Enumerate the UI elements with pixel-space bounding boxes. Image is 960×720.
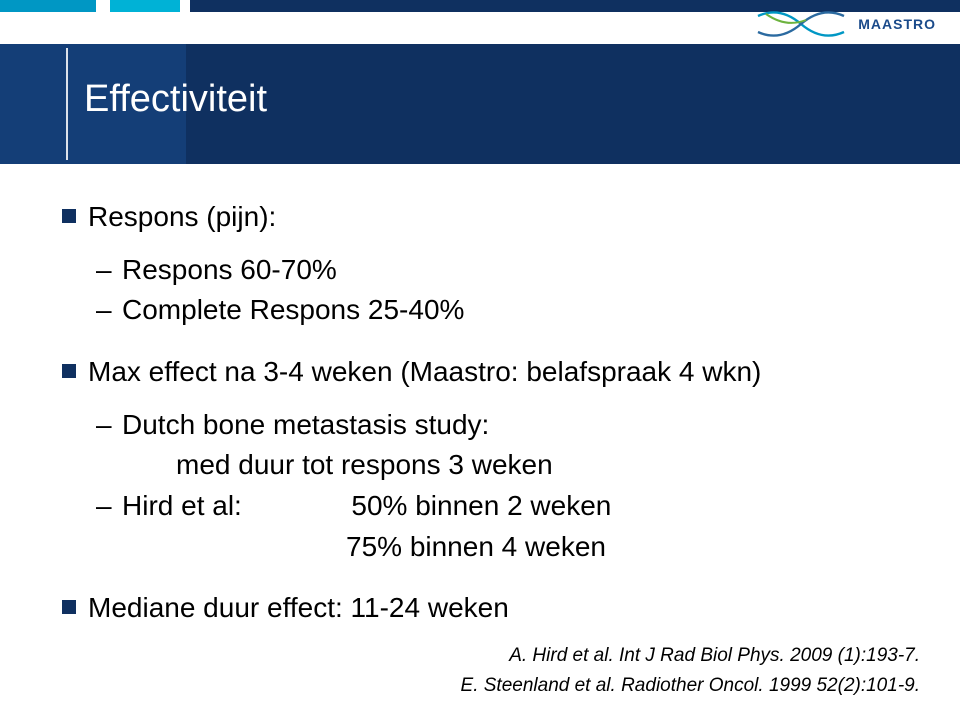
bullet-level2: Dutch bone metastasis study: xyxy=(62,405,898,446)
bullet-label: Hird et al: xyxy=(122,490,242,521)
stripe-seg xyxy=(96,0,110,12)
title-divider xyxy=(66,48,68,160)
bullet-level2: Complete Respons 25-40% xyxy=(62,290,898,331)
bullet-level1: Respons (pijn): xyxy=(62,198,898,236)
stripe-seg xyxy=(110,0,180,12)
bullet-inline-value: 75% binnen 4 weken xyxy=(62,527,898,568)
reference-line: A. Hird et al. Int J Rad Biol Phys. 2009… xyxy=(461,641,920,670)
reference-line: E. Steenland et al. Radiother Oncol. 199… xyxy=(461,671,920,700)
logo: MAASTRO xyxy=(756,6,936,40)
bullet-inline-value: 50% binnen 2 weken xyxy=(351,490,611,521)
content-area: Respons (pijn): Respons 60-70% Complete … xyxy=(62,198,898,641)
bullet-level1: Mediane duur effect: 11-24 weken xyxy=(62,589,898,627)
bullet-subline: med duur tot respons 3 weken xyxy=(62,445,898,486)
stripe-seg xyxy=(180,0,190,12)
dna-icon xyxy=(756,10,846,38)
stripe-seg xyxy=(0,0,96,12)
bullet-level2: Respons 60-70% xyxy=(62,250,898,291)
bullet-level2: Hird et al: 50% binnen 2 weken xyxy=(62,486,898,527)
bullet-level1: Max effect na 3-4 weken (Maastro: belafs… xyxy=(62,353,898,391)
page-title: Effectiviteit xyxy=(84,78,267,121)
logo-text: MAASTRO xyxy=(858,16,936,32)
references: A. Hird et al. Int J Rad Biol Phys. 2009… xyxy=(461,641,920,700)
